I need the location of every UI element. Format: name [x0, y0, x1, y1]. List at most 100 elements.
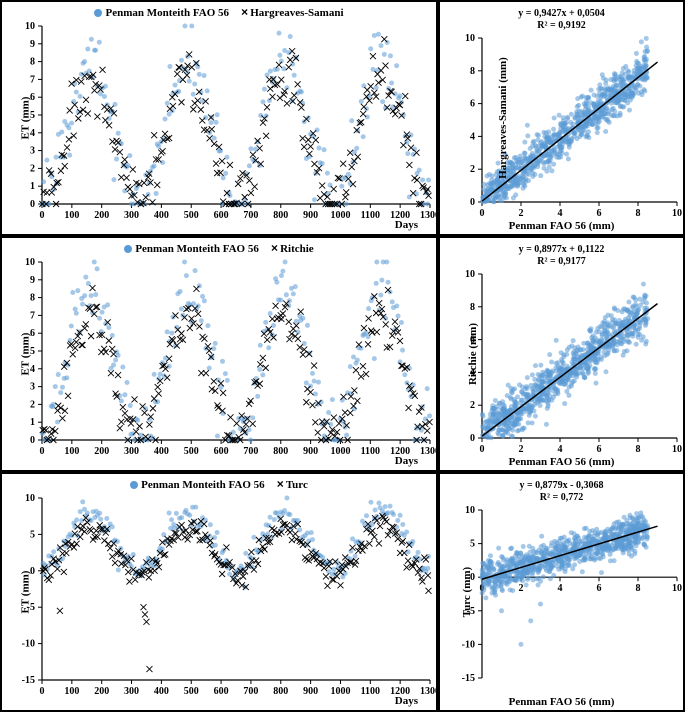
svg-text:2: 2	[470, 164, 475, 175]
svg-text:1300: 1300	[420, 210, 440, 221]
svg-text:1300: 1300	[420, 686, 440, 697]
svg-text:200: 200	[94, 686, 109, 697]
svg-text:1: 1	[30, 417, 35, 428]
x-axis-label: Penman FAO 56 (mm)	[509, 220, 615, 232]
svg-text:-10: -10	[462, 639, 475, 650]
timeseries-panel: 0100200300400500600700800900100011001200…	[0, 0, 438, 236]
svg-text:9: 9	[30, 39, 35, 50]
svg-text:200: 200	[94, 446, 109, 457]
svg-text:6: 6	[597, 208, 602, 219]
svg-text:10: 10	[465, 269, 475, 280]
x-axis-label: Days	[395, 455, 418, 467]
svg-text:6: 6	[470, 99, 475, 110]
svg-text:0: 0	[40, 686, 45, 697]
svg-text:0: 0	[480, 444, 485, 455]
svg-text:2: 2	[519, 444, 524, 455]
svg-text:5: 5	[30, 529, 35, 540]
svg-text:1300: 1300	[420, 446, 440, 457]
svg-text:1100: 1100	[361, 686, 380, 697]
svg-text:2: 2	[30, 163, 35, 174]
svg-text:10: 10	[465, 33, 475, 44]
legend: Penman Monteith FAO 56×Hargreaves-Samani	[2, 6, 436, 20]
svg-text:700: 700	[243, 210, 258, 221]
svg-text:-10: -10	[22, 639, 35, 650]
svg-text:600: 600	[214, 686, 229, 697]
svg-text:7: 7	[30, 74, 35, 85]
svg-text:8: 8	[30, 293, 35, 304]
svg-text:400: 400	[154, 446, 169, 457]
svg-text:100: 100	[64, 446, 79, 457]
svg-text:0: 0	[40, 210, 45, 221]
svg-text:400: 400	[154, 686, 169, 697]
svg-text:4: 4	[558, 444, 563, 455]
svg-text:10: 10	[465, 505, 475, 516]
legend-other: Ritchie	[280, 243, 314, 255]
svg-text:200: 200	[94, 210, 109, 221]
svg-text:500: 500	[184, 446, 199, 457]
legend-penman: Penman Monteith FAO 56	[135, 243, 259, 255]
svg-text:1000: 1000	[330, 210, 350, 221]
svg-text:800: 800	[273, 446, 288, 457]
svg-text:0: 0	[480, 208, 485, 219]
svg-text:0: 0	[470, 433, 475, 444]
svg-text:8: 8	[30, 57, 35, 68]
svg-text:0: 0	[30, 199, 35, 210]
legend: Penman Monteith FAO 56×Turc	[2, 478, 436, 492]
svg-text:900: 900	[303, 210, 318, 221]
svg-text:4: 4	[558, 208, 563, 219]
y-axis-label: ET (mm)	[19, 97, 31, 140]
svg-text:100: 100	[64, 686, 79, 697]
svg-text:2: 2	[30, 399, 35, 410]
svg-text:0: 0	[30, 435, 35, 446]
svg-text:1000: 1000	[330, 446, 350, 457]
svg-text:700: 700	[243, 686, 258, 697]
svg-text:4: 4	[470, 131, 475, 142]
svg-text:8: 8	[636, 444, 641, 455]
svg-text:8: 8	[636, 208, 641, 219]
y-axis-label: ET (mm)	[19, 571, 31, 614]
legend-penman: Penman Monteith FAO 56	[141, 479, 265, 491]
x-axis-label: Penman FAO 56 (mm)	[509, 456, 615, 468]
x-axis-label: Days	[395, 219, 418, 231]
svg-text:10: 10	[672, 444, 682, 455]
svg-text:600: 600	[214, 446, 229, 457]
svg-text:-15: -15	[22, 675, 35, 686]
svg-text:2: 2	[519, 583, 524, 594]
svg-text:600: 600	[214, 210, 229, 221]
svg-text:800: 800	[273, 686, 288, 697]
timeseries-panel: 0100200300400500600700800900100011001200…	[0, 472, 438, 712]
svg-text:1100: 1100	[361, 210, 380, 221]
regression-equation: y = 0,9427x + 0,0504R² = 0,9192	[518, 8, 604, 32]
svg-text:10: 10	[672, 208, 682, 219]
legend: Penman Monteith FAO 56×Ritchie	[2, 242, 436, 256]
svg-text:7: 7	[30, 310, 35, 321]
svg-text:800: 800	[273, 210, 288, 221]
legend-other: Hargreaves-Samani	[250, 7, 343, 19]
svg-text:2: 2	[470, 400, 475, 411]
svg-text:0: 0	[40, 446, 45, 457]
scatter-panel: 0 2 4 6 8 10 0 2 4 6 8 10 y = 0,9427x + 0,0504R² = 0…	[438, 0, 685, 236]
svg-text:1000: 1000	[330, 686, 350, 697]
svg-text:8: 8	[470, 302, 475, 313]
x-axis-label: Days	[395, 695, 418, 707]
y-axis-label: ET (mm)	[19, 333, 31, 376]
svg-text:300: 300	[124, 446, 139, 457]
svg-text:400: 400	[154, 210, 169, 221]
svg-text:900: 900	[303, 446, 318, 457]
y-axis-label: Hargreaves-Samani (mm)	[497, 57, 509, 179]
regression-equation: y = 0,8779x - 0,3068R² = 0,772	[519, 480, 603, 504]
svg-text:2: 2	[519, 208, 524, 219]
svg-text:500: 500	[184, 686, 199, 697]
svg-text:-15: -15	[462, 673, 475, 684]
svg-text:10: 10	[25, 493, 35, 504]
svg-text:3: 3	[30, 146, 35, 157]
timeseries-panel: 0100200300400500600700800900100011001200…	[0, 236, 438, 472]
legend-other: Turc	[286, 479, 308, 491]
svg-text:10: 10	[25, 21, 35, 32]
svg-text:0: 0	[470, 197, 475, 208]
svg-text:8: 8	[470, 66, 475, 77]
svg-text:100: 100	[64, 210, 79, 221]
scatter-panel: 0246810-15-10-50510y = 0,8779x - 0,3068R…	[438, 472, 685, 712]
svg-text:10: 10	[672, 583, 682, 594]
svg-text:6: 6	[597, 444, 602, 455]
